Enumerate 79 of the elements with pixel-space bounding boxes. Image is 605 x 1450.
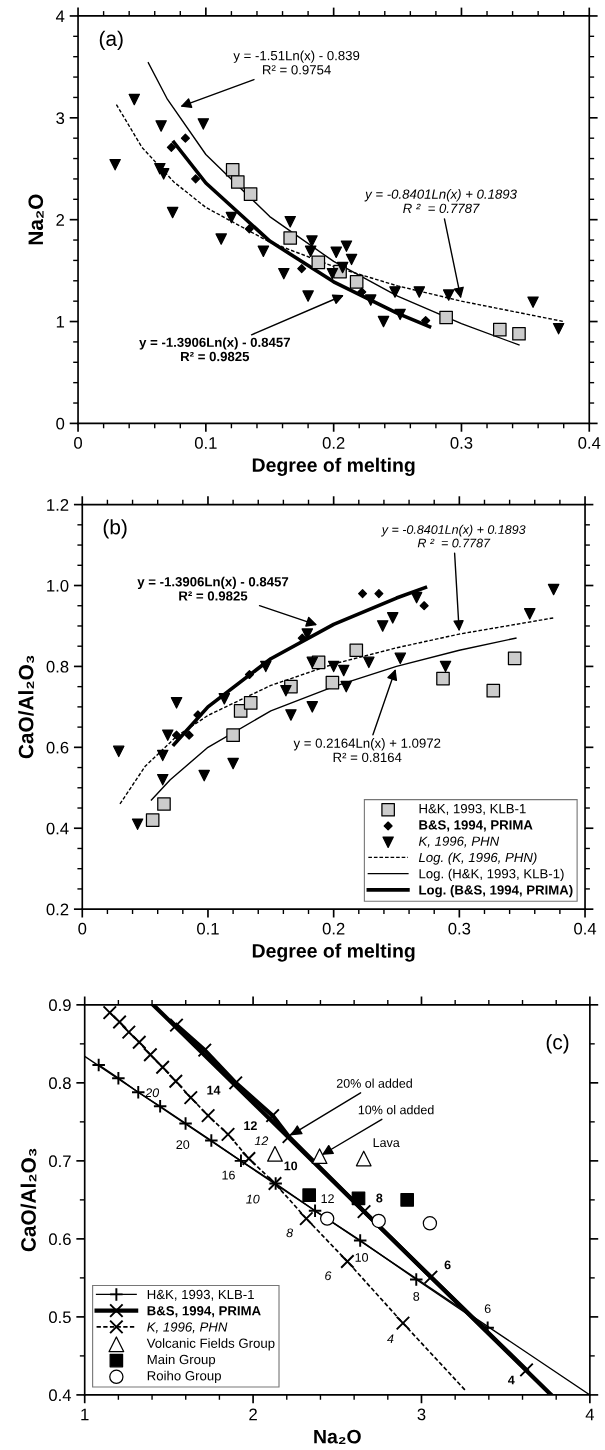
annotation: 20 <box>145 1088 160 1098</box>
annotation: 20% ol added <box>336 1078 412 1088</box>
annotation: 4 <box>387 1334 394 1344</box>
annotation: y = -0.8401Ln(x) + 0.1893 R ² = 0.7787 <box>381 524 526 548</box>
y-tick-label: 0.6 <box>48 1233 71 1246</box>
annotation: 4 <box>508 1375 515 1385</box>
legend-label: Log. (H&K, 1993, KLB-1) <box>419 868 564 881</box>
y-axis-title: CaO/Al₂O₃ <box>18 655 35 759</box>
x-tick-label: 0.1 <box>194 437 217 449</box>
x-tick-label: 0.2 <box>322 922 345 935</box>
y-tick-label: 4 <box>55 10 65 22</box>
annotation: 10 <box>355 1253 369 1262</box>
annotation: 6 <box>484 1304 491 1314</box>
annotation: y = -1.3906Ln(x) - 0.8457 R² = 0.9825 <box>137 576 289 601</box>
x-tick-label: 0.4 <box>574 922 597 935</box>
y-tick-label: 3 <box>56 112 65 125</box>
x-axis-title: Degree of melting <box>252 943 415 962</box>
y-tick-label: 0.8 <box>48 1077 71 1090</box>
y-tick-label: 1 <box>56 316 65 328</box>
legend-label: Log. (B&S, 1994, PRIMA) <box>419 884 573 898</box>
y-tick-label: 0.6 <box>46 741 69 754</box>
x-tick-label: 0.1 <box>197 922 219 935</box>
x-tick-label: 0.2 <box>322 437 345 449</box>
annotation: 8 <box>376 1193 383 1203</box>
legend-label: Log. (K, 1996, PHN) <box>418 852 537 865</box>
y-axis-title: Na₂O <box>28 194 44 245</box>
y-tick-label: 2 <box>56 214 65 226</box>
y-tick-label: 0.2 <box>46 903 69 916</box>
annotation: 10% ol added <box>358 1105 434 1115</box>
x-tick-label: 0.4 <box>578 437 601 449</box>
y-tick-label: 0.4 <box>46 822 69 835</box>
annotation: 14 <box>207 1085 221 1095</box>
y-tick-label: 1.0 <box>47 579 69 592</box>
y-tick-label: 1.2 <box>47 499 69 511</box>
annotation: 10 <box>284 1161 298 1171</box>
annotation: 12 <box>254 1136 269 1146</box>
legend-label: B&S, 1994, PRIMA <box>147 1306 261 1318</box>
x-axis-title: Na₂O <box>314 1429 361 1444</box>
annotation: y = -1.3906Ln(x) - 0.8457 R² = 0.9825 <box>139 337 290 362</box>
y-tick-label: 0.7 <box>48 1155 71 1168</box>
x-tick-label: 0 <box>74 437 83 449</box>
x-tick-label: 0.3 <box>450 437 473 449</box>
y-axis-title: CaO/Al₂O₃ <box>20 1148 37 1252</box>
annotation: 12 <box>244 1121 257 1130</box>
legend-label: K, 1996, PHN <box>147 1322 228 1334</box>
x-tick-label: 1 <box>81 1408 89 1421</box>
y-tick-label: 0.4 <box>48 1389 72 1402</box>
annotation: 12 <box>321 1194 334 1203</box>
annotation: 8 <box>286 1228 294 1238</box>
x-tick-label: 3 <box>417 1408 426 1421</box>
x-tick-label: 0.3 <box>448 922 471 935</box>
annotation: 20 <box>176 1140 190 1149</box>
annotation: Lava <box>373 1138 400 1148</box>
annotation: 6 <box>325 1271 332 1281</box>
legend-label: H&K, 1993, KLB-1 <box>419 803 526 815</box>
legend-label: H&K, 1993, KLB-1 <box>147 1289 254 1301</box>
x-axis-title: Degree of melting <box>252 457 415 476</box>
x-tick-label: 2 <box>249 1408 257 1421</box>
annotation: (c) <box>546 1034 569 1054</box>
legend-label: Roiho Group <box>147 1370 221 1384</box>
legend-label: B&S, 1994, PRIMA <box>419 820 533 832</box>
annotation: 10 <box>246 1194 260 1204</box>
legend-label: K, 1996, PHN <box>418 836 500 848</box>
y-tick-label: 0.5 <box>48 1311 71 1324</box>
annotation: 8 <box>413 1292 420 1301</box>
y-tick-label: 0.8 <box>46 660 69 673</box>
annotation: 6 <box>444 1260 451 1270</box>
legend-label: Main Group <box>147 1354 216 1367</box>
y-tick-label: 0.9 <box>48 999 71 1012</box>
annotation: 16 <box>222 1170 235 1180</box>
annotation: y = 0.2164Ln(x) + 1.0972 R² = 0.8164 <box>293 738 441 763</box>
annotation: (b) <box>103 519 127 539</box>
annotation: y = -0.8401Ln(x) + 0.1893 R ² = 0.7787 <box>364 189 517 214</box>
legend-label: Volcanic Fields Group <box>146 1338 275 1351</box>
x-tick-label: 0 <box>78 922 87 935</box>
x-tick-label: 4 <box>585 1408 595 1421</box>
annotation: y = -1.51Ln(x) - 0.839 R² = 0.9754 <box>233 50 360 75</box>
annotation: (a) <box>99 30 123 51</box>
y-tick-label: 0 <box>56 417 65 430</box>
